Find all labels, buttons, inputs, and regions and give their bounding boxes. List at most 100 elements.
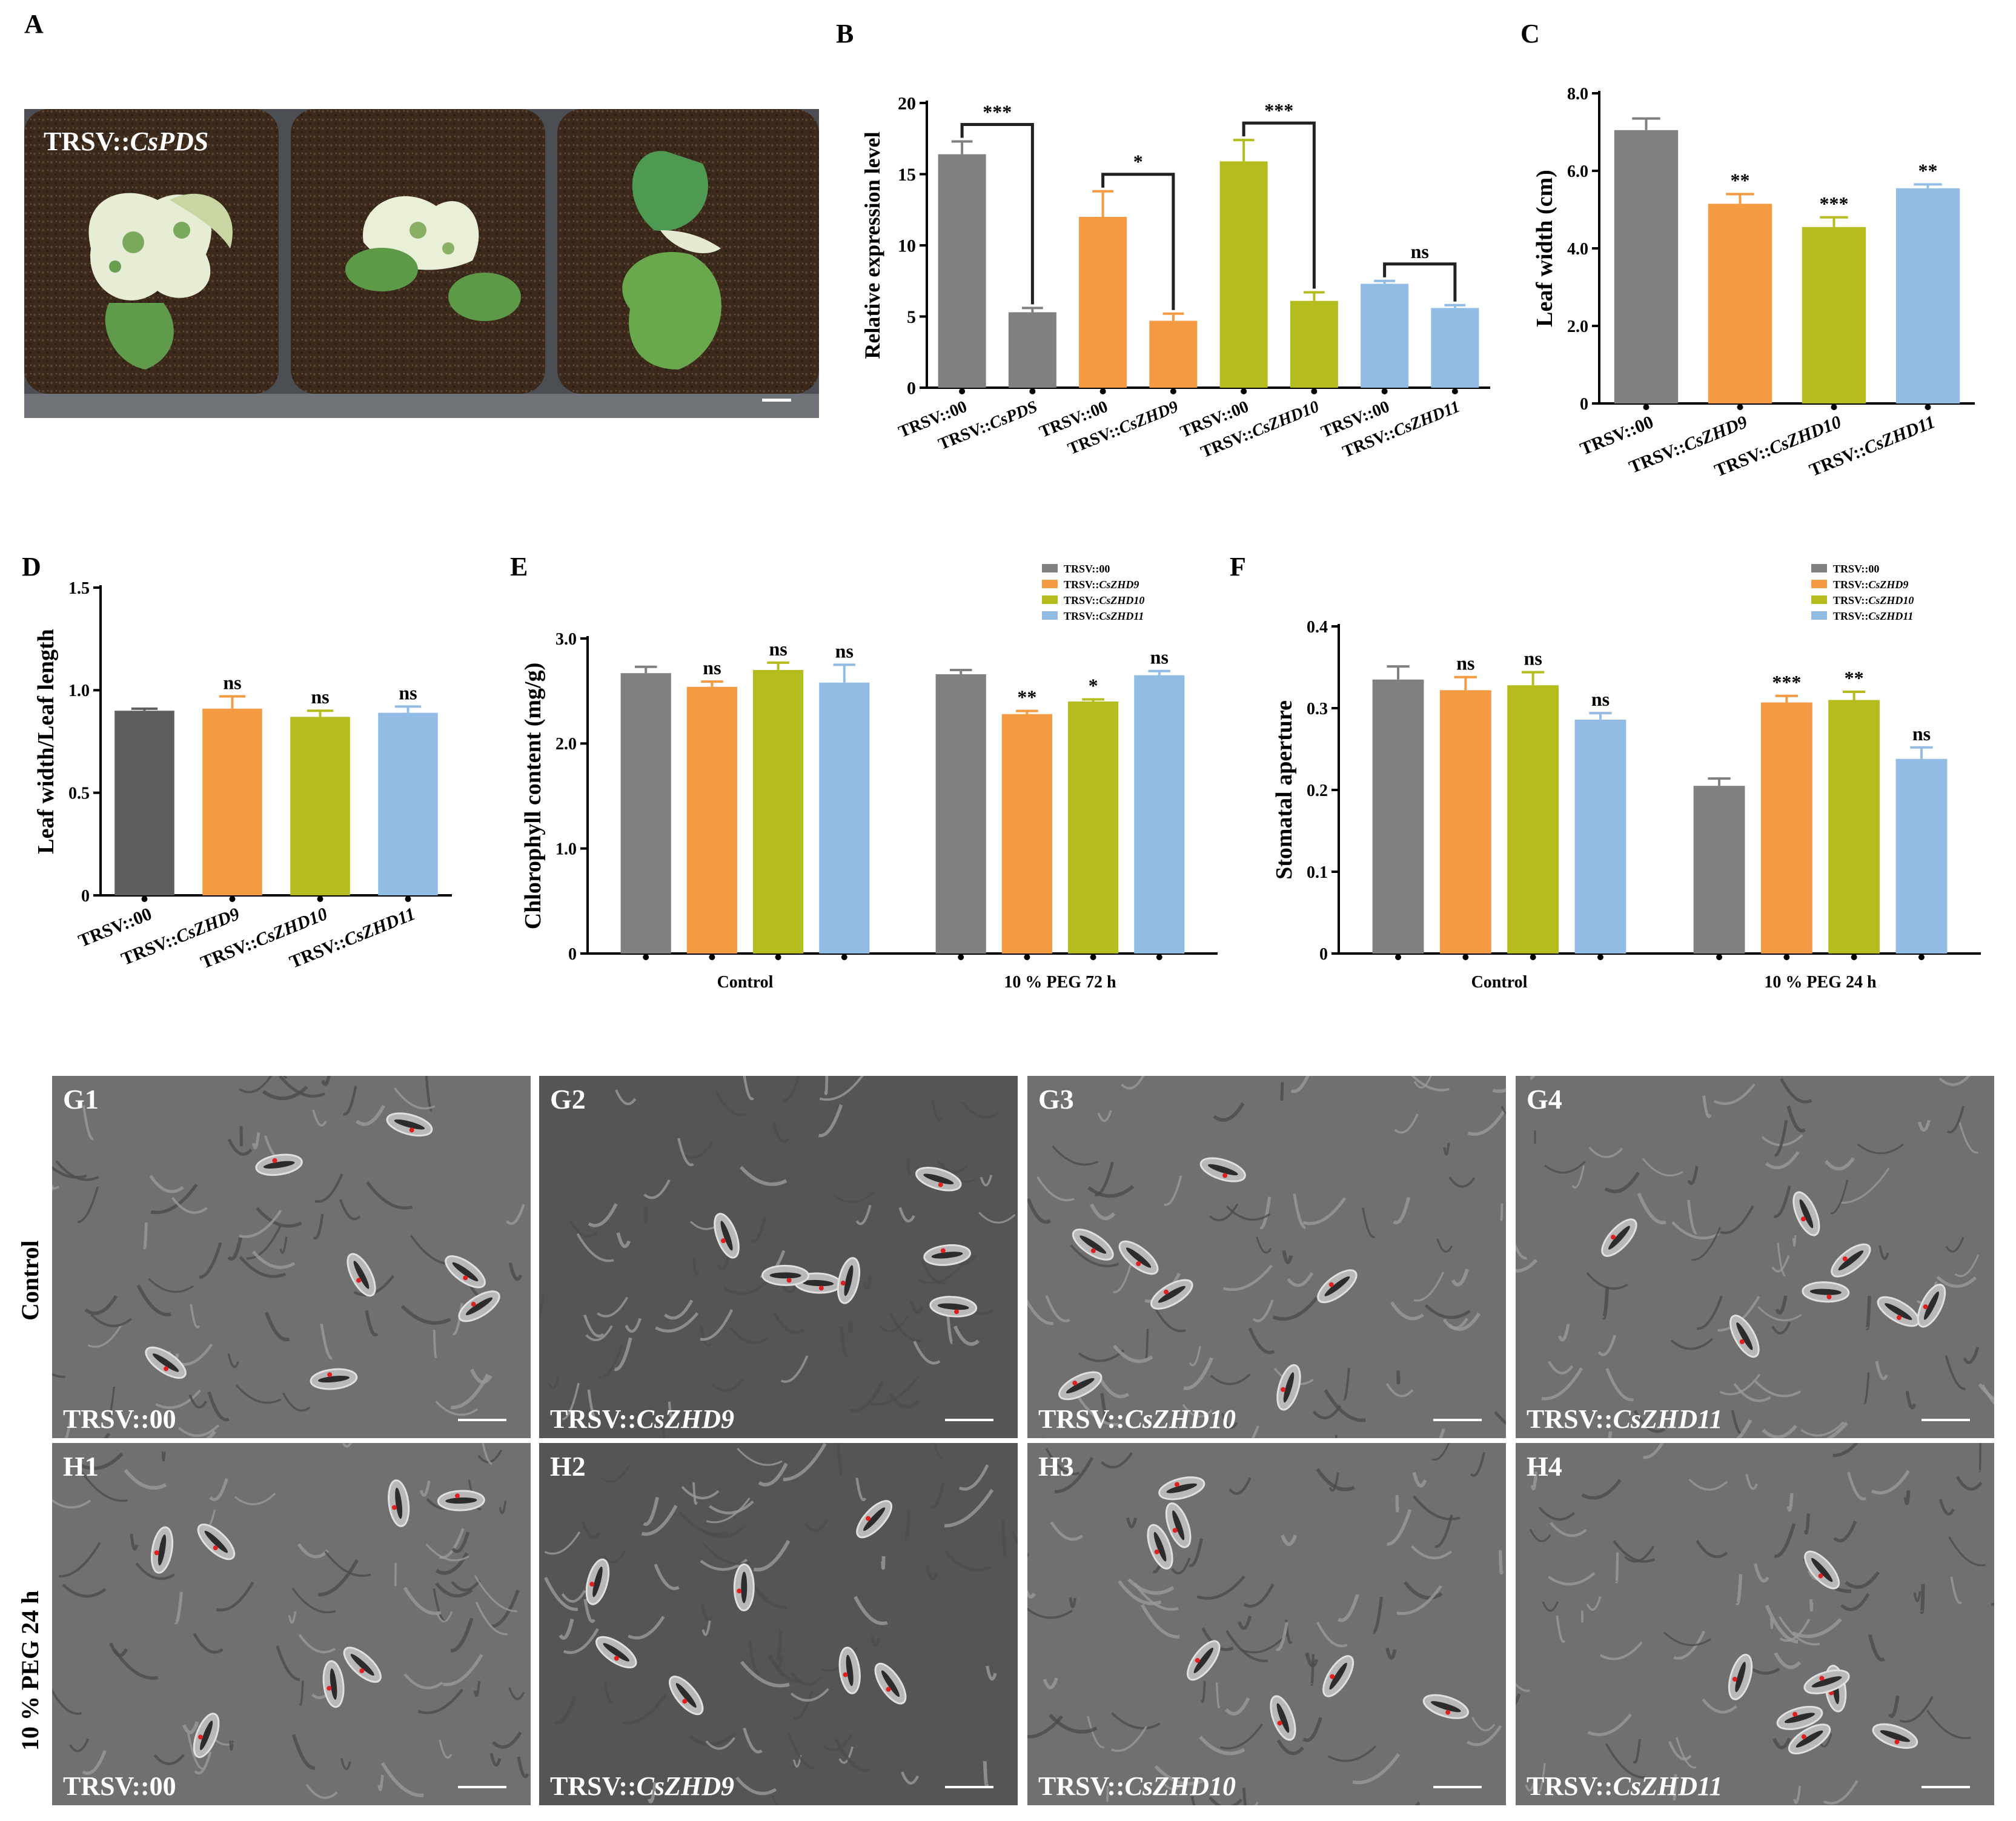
y-tick-label: 0.1 bbox=[1307, 863, 1328, 882]
cell-wall bbox=[1823, 1780, 1858, 1805]
cell-wall bbox=[505, 1204, 525, 1226]
cell-wall bbox=[339, 1199, 361, 1221]
plant-photo-label-prefix: TRSV:: bbox=[44, 127, 130, 156]
x-tick bbox=[1597, 954, 1603, 960]
cell-wall bbox=[1615, 1552, 1619, 1584]
cell-wall bbox=[1252, 1299, 1274, 1322]
sem-texture bbox=[1027, 1443, 1506, 1805]
sem-background bbox=[1516, 1076, 1994, 1438]
y-tick-label: 15 bbox=[898, 165, 916, 185]
bar bbox=[1802, 227, 1866, 403]
cell-wall bbox=[569, 1220, 598, 1238]
legend-label: TRSV::CsZHD9 bbox=[1833, 579, 1908, 591]
significance-label: ** bbox=[1918, 159, 1938, 181]
cell-wall bbox=[439, 1739, 453, 1759]
cell-wall bbox=[855, 1478, 867, 1502]
legend-swatch bbox=[1811, 595, 1827, 604]
sem-corner-label: H3 bbox=[1038, 1451, 1074, 1482]
cell-wall bbox=[1913, 1591, 1921, 1602]
cell-wall bbox=[700, 1309, 734, 1341]
stomate bbox=[1803, 1669, 1850, 1694]
sem-genotype-label: TRSV::CsZHD10 bbox=[1038, 1771, 1236, 1801]
cell-wall bbox=[628, 1616, 665, 1640]
cell-wall bbox=[1550, 1522, 1587, 1537]
cell-wall bbox=[772, 1123, 790, 1143]
cell-wall bbox=[109, 1642, 128, 1657]
stomate bbox=[1276, 1364, 1301, 1411]
cell-wall bbox=[1765, 1605, 1799, 1644]
row-label-control: Control bbox=[16, 1240, 44, 1321]
cell-wall bbox=[342, 1086, 357, 1116]
cell-wall bbox=[1792, 1617, 1842, 1639]
cell-wall bbox=[1865, 1295, 1871, 1330]
legend-label: TRSV::00 bbox=[1064, 563, 1110, 575]
cell-wall bbox=[1702, 1095, 1712, 1118]
bar bbox=[1431, 308, 1479, 388]
cell-wall bbox=[819, 1076, 864, 1101]
cell-wall bbox=[1189, 1345, 1201, 1367]
cell-wall bbox=[1991, 1602, 1994, 1606]
cell-wall bbox=[227, 1353, 239, 1368]
cell-wall bbox=[380, 1762, 424, 1797]
cell-wall bbox=[1556, 1615, 1566, 1643]
cell-wall bbox=[262, 1086, 308, 1101]
cell-wall bbox=[1182, 1404, 1213, 1418]
cell-wall bbox=[1036, 1176, 1075, 1202]
cell-wall bbox=[1537, 1763, 1546, 1794]
cell-wall bbox=[901, 1771, 920, 1785]
cell-wall bbox=[1210, 1373, 1251, 1385]
cell-wall bbox=[1779, 1616, 1820, 1646]
cell-wall bbox=[1396, 1585, 1442, 1615]
cell-wall bbox=[1926, 1710, 1971, 1739]
cell-wall bbox=[82, 1105, 94, 1140]
cell-wall bbox=[561, 1590, 586, 1603]
stomate bbox=[1917, 1284, 1946, 1328]
cell-wall bbox=[124, 1468, 167, 1490]
cell-wall bbox=[318, 1559, 359, 1597]
cell-wall bbox=[548, 1376, 560, 1390]
cell-wall bbox=[1373, 1596, 1384, 1634]
cell-wall bbox=[1328, 1472, 1339, 1492]
stomate bbox=[874, 1662, 907, 1705]
cell-wall bbox=[961, 1101, 1000, 1119]
cell-wall bbox=[1525, 1777, 1537, 1792]
cell-wall bbox=[474, 1575, 517, 1613]
legend-swatch bbox=[1811, 580, 1827, 588]
cell-wall bbox=[153, 1753, 185, 1765]
stomate bbox=[346, 1253, 376, 1297]
significance-label: *** bbox=[1264, 99, 1293, 121]
cell-wall bbox=[470, 1368, 492, 1384]
cell-wall bbox=[723, 1279, 769, 1295]
legend-swatch bbox=[1811, 564, 1827, 572]
significance-label: * bbox=[1089, 675, 1098, 697]
x-tick bbox=[841, 954, 847, 960]
x-tick bbox=[1925, 404, 1931, 410]
cell-wall bbox=[743, 1076, 755, 1101]
cell-wall bbox=[1201, 1681, 1206, 1703]
cell-wall bbox=[508, 1262, 523, 1281]
cell-wall bbox=[678, 1511, 728, 1536]
y-tick-label: 0.3 bbox=[1307, 700, 1328, 718]
x-tick bbox=[775, 954, 781, 960]
sem-corner-label: G4 bbox=[1527, 1084, 1562, 1115]
cell-wall bbox=[598, 1345, 623, 1379]
bar bbox=[1439, 690, 1491, 954]
cell-wall bbox=[1467, 1109, 1506, 1136]
cell-wall bbox=[1224, 1697, 1250, 1716]
stomate bbox=[1147, 1524, 1173, 1570]
cell-wall bbox=[1530, 1471, 1538, 1490]
bar bbox=[202, 708, 262, 895]
cell-wall bbox=[700, 1604, 713, 1622]
cell-wall bbox=[1121, 1076, 1145, 1090]
chart-e-chlorophyll: 0 1.0 2.0 3.0 Chlorophyll content (mg/g) ns ns… bbox=[520, 563, 1218, 992]
cell-wall bbox=[1602, 1286, 1610, 1320]
cell-wall bbox=[1209, 1203, 1239, 1222]
legend-swatch bbox=[1042, 611, 1058, 620]
cell-wall bbox=[1439, 1428, 1445, 1438]
cell-wall bbox=[1687, 1166, 1699, 1186]
significance-label: ns bbox=[311, 686, 329, 708]
cell-wall bbox=[1745, 1474, 1758, 1490]
cell-wall bbox=[576, 1233, 614, 1262]
x-tick bbox=[1530, 954, 1536, 960]
sem-texture bbox=[539, 1076, 1018, 1438]
